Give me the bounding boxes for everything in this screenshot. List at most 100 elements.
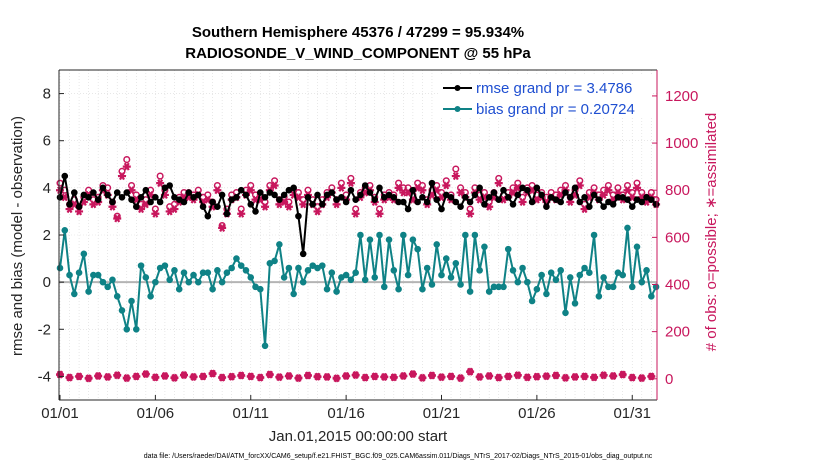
rmse-point — [342, 198, 350, 206]
obs-assimilated-low-marker — [313, 372, 322, 381]
obs-assimilated-low-marker — [294, 374, 303, 383]
obs-assimilated-low-marker — [628, 373, 637, 382]
rmse-point — [514, 191, 522, 199]
rmse-point — [390, 193, 398, 201]
obs-assimilated-marker — [623, 186, 632, 195]
bias-point — [99, 278, 107, 286]
rmse-point — [66, 201, 73, 208]
bias-point — [409, 236, 417, 244]
obs-assimilated-marker — [609, 195, 618, 204]
rmse-point — [609, 201, 617, 208]
obs-assimilated-marker — [127, 186, 136, 195]
bias-point — [123, 325, 131, 333]
bias-point — [80, 250, 88, 258]
rmse-point — [137, 193, 145, 201]
obs-possible-marker — [123, 156, 131, 164]
obs-assimilated-marker — [108, 202, 117, 211]
rmse-point — [466, 198, 474, 206]
bias-point — [85, 288, 92, 295]
y-right-tick-label: 1000 — [665, 135, 698, 152]
rmse-point — [233, 193, 240, 201]
y-right-tick-label: 400 — [665, 277, 690, 294]
bias-point — [342, 271, 350, 279]
rmse-point — [366, 189, 374, 196]
obs-assimilated-low-marker — [151, 373, 160, 382]
rmse-point — [209, 198, 216, 206]
obs-assimilated-low-marker — [342, 371, 351, 381]
bias-point — [595, 292, 603, 300]
obs-assimilated-low-marker — [370, 372, 379, 381]
obs-assimilated-low-marker — [75, 372, 84, 381]
obs-assimilated-marker — [60, 193, 69, 202]
obs-assimilated-marker — [509, 188, 518, 197]
obs-assimilated-low-marker — [590, 373, 599, 382]
y-right-tick-label: 0 — [665, 371, 673, 388]
obs-assimilated-low-marker — [122, 374, 131, 383]
legend-label: rmse grand pr = 3.4786 — [476, 80, 632, 97]
rmse-point — [352, 196, 359, 203]
bias-point — [581, 264, 588, 272]
obs-assimilated-marker — [299, 200, 308, 209]
bias-point — [233, 255, 240, 262]
rmse-point — [85, 193, 92, 201]
obs-assimilated-marker — [89, 200, 98, 209]
rmse-point — [152, 193, 159, 201]
bias-point — [261, 342, 269, 350]
obs-assimilated-low-marker — [103, 372, 112, 381]
obs-assimilated-low-marker — [618, 370, 627, 379]
bias-point — [648, 292, 655, 300]
bias-point — [557, 267, 565, 274]
obs-assimilated-low-marker — [408, 370, 417, 379]
bias-point — [128, 297, 135, 305]
rmse-point — [576, 198, 584, 206]
rmse-point — [438, 205, 445, 213]
rmse-bias-series — [56, 172, 660, 350]
data-file-footer: data file: /Users/raeder/DAI/ATM_forcXX/… — [144, 453, 653, 460]
rmse-point — [538, 191, 545, 199]
bias-point — [118, 307, 126, 314]
bias-point — [61, 226, 69, 234]
rmse-point — [218, 191, 226, 199]
obs-assimilated-low-marker — [475, 372, 484, 381]
obs-assimilated-low-marker — [418, 373, 427, 382]
obs-assimilated-marker — [70, 200, 79, 209]
obs-assimilated-low-marker — [494, 373, 503, 382]
rmse-point — [600, 203, 607, 211]
bias-point — [476, 267, 483, 274]
obs-assimilated-marker — [427, 190, 436, 199]
obs-assimilated-marker — [156, 179, 165, 188]
legend-label: bias grand pr = 0.20724 — [476, 101, 635, 118]
y-right-tick-label: 200 — [665, 324, 690, 341]
bias-point — [323, 285, 331, 293]
rmse-point — [495, 196, 503, 203]
obs-assimilated-marker — [208, 202, 217, 211]
obs-assimilated-marker — [599, 190, 608, 199]
obs-assimilated-low-marker — [485, 371, 494, 381]
rmse-point — [500, 186, 507, 194]
rmse-point — [504, 193, 512, 201]
obs-assimilated-marker — [494, 179, 503, 188]
obs-assimilated-low-marker — [427, 371, 436, 380]
bias-point — [519, 264, 526, 272]
obs-assimilated-low-marker — [113, 371, 122, 380]
bias-point — [524, 278, 531, 286]
rmse-point — [452, 198, 460, 206]
rmse-point — [481, 201, 488, 208]
obs-assimilated-low-marker — [227, 372, 236, 381]
obs-assimilated-marker — [542, 197, 551, 207]
chart-title: Southern Hemisphere 45376 / 47299 = 95.9… — [192, 24, 524, 41]
bias-point — [462, 231, 469, 239]
bias-point — [280, 274, 288, 281]
obs-assimilated-marker — [604, 186, 613, 195]
obs-assimilated-marker — [628, 193, 637, 202]
rmse-point — [371, 196, 379, 203]
rmse-point — [485, 193, 493, 201]
obs-assimilated-low-marker — [551, 371, 560, 380]
obs-assimilated-marker — [337, 183, 346, 192]
obs-assimilated-marker — [132, 195, 141, 204]
obs-assimilated-low-marker — [399, 371, 408, 381]
rmse-point — [104, 191, 111, 199]
obs-assimilated-marker — [394, 183, 403, 192]
obs-assimilated-low-marker — [246, 372, 255, 381]
obs-assimilated-low-marker — [94, 371, 103, 381]
